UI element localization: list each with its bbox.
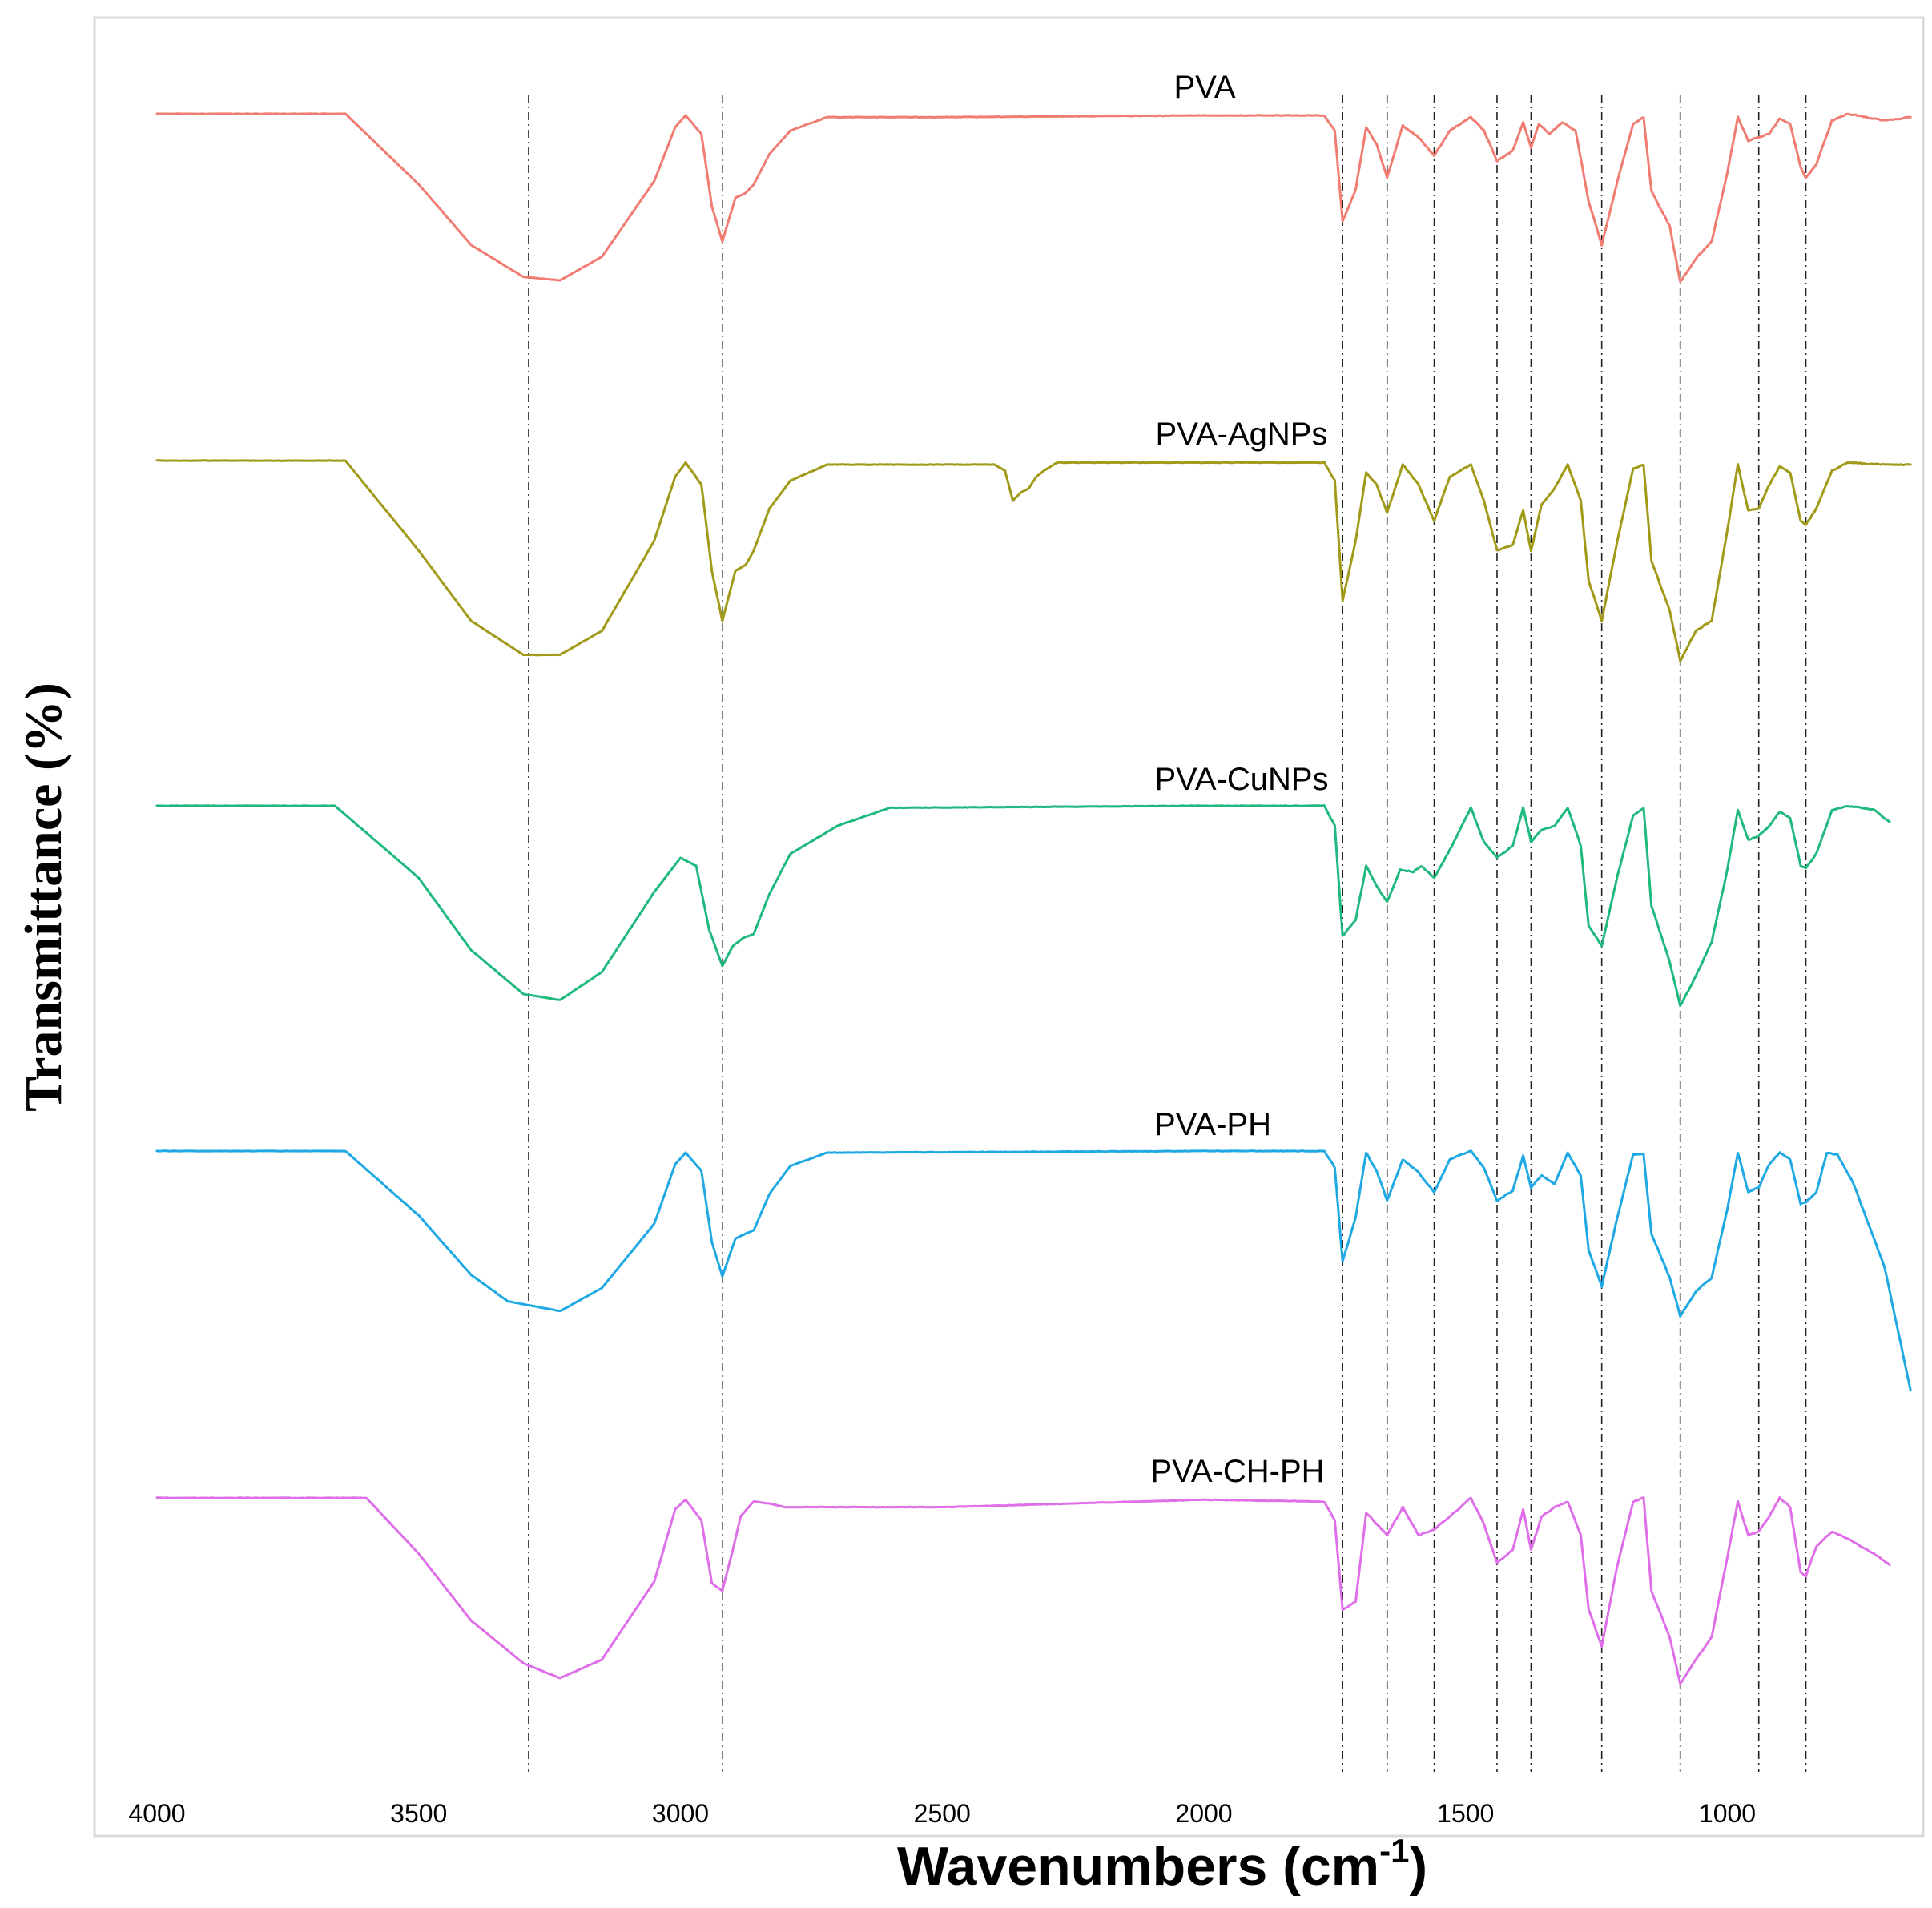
x-tick-label-2000: 2000 — [1175, 1799, 1232, 1828]
x-axis-label-suffix: ) — [1409, 1836, 1427, 1897]
x-tick-label-3000: 3000 — [652, 1799, 709, 1828]
x-axis-label: Wavenumbers (cm-1) — [897, 1832, 1427, 1897]
x-axis-ticks: 4000 3500 3000 2500 2000 1500 1000 — [128, 1799, 1756, 1828]
series-line-pva-ch-ph — [155, 1496, 1891, 1685]
x-tick-label-1000: 1000 — [1699, 1799, 1756, 1828]
spectra — [155, 112, 1912, 1685]
x-axis-label-superscript: -1 — [1379, 1832, 1409, 1870]
series-label-pva-ch-ph: PVA-CH-PH — [1150, 1454, 1324, 1489]
series-line-pva-ph — [155, 1149, 1912, 1392]
series-line-pva — [155, 112, 1912, 283]
x-tick-label-3500: 3500 — [390, 1799, 447, 1828]
series-label-pva: PVA — [1173, 70, 1235, 105]
plot-frame — [93, 16, 1925, 1838]
reference-lines — [528, 95, 1807, 1772]
series-line-pva-cunps — [155, 804, 1891, 1008]
y-axis-label: Transmittance (%) — [14, 682, 73, 1112]
series-label-pva-agnps: PVA-AgNPs — [1156, 417, 1328, 452]
x-tick-label-4000: 4000 — [128, 1799, 185, 1828]
x-tick-label-1500: 1500 — [1437, 1799, 1494, 1828]
series-label-pva-cunps: PVA-CuNPs — [1154, 762, 1328, 797]
series-label-pva-ph: PVA-PH — [1154, 1107, 1271, 1142]
x-axis-label-main: Wavenumbers (cm — [897, 1836, 1379, 1897]
x-tick-label-2500: 2500 — [914, 1799, 971, 1828]
series-line-pva-agnps — [155, 459, 1912, 662]
series-labels: PVA PVA-AgNPs PVA-CuNPs PVA-PH PVA-CH-PH — [1150, 70, 1328, 1489]
